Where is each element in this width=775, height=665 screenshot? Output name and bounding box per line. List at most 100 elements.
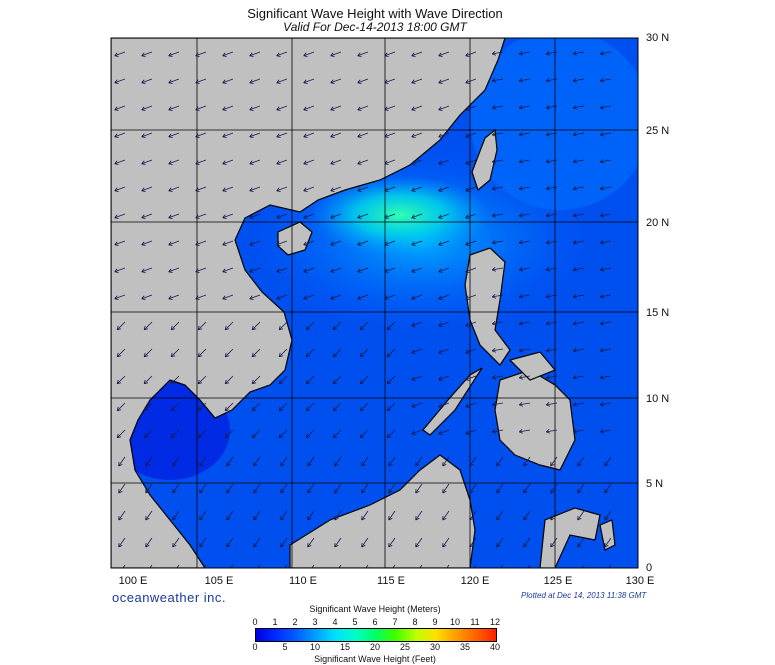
arrow-head: [330, 298, 335, 300]
direction-arrow: [411, 159, 423, 165]
arrow-head: [222, 241, 226, 246]
direction-arrow: [411, 105, 423, 111]
direction-arrow: [554, 564, 558, 568]
arrow-head: [572, 158, 577, 163]
arrow-head: [438, 136, 443, 138]
arrow-head: [330, 214, 334, 219]
direction-arrow: [303, 51, 315, 57]
direction-arrow: [197, 348, 207, 358]
direction-arrow: [361, 483, 369, 494]
arrow-head: [222, 163, 227, 165]
direction-arrow: [114, 186, 126, 192]
arrow-head: [470, 572, 474, 574]
arrow-head: [438, 325, 443, 327]
arrow-head: [330, 244, 335, 246]
arrow-head: [198, 436, 203, 439]
direction-arrow: [253, 483, 261, 494]
arrow-head: [600, 350, 605, 353]
arrow-head: [438, 133, 442, 138]
lat-label: 15 N: [646, 307, 670, 319]
direction-arrow: [330, 240, 342, 246]
arrow-head: [303, 244, 308, 246]
direction-arrow: [600, 402, 612, 406]
arrow-head: [384, 217, 389, 219]
arrow-head: [465, 244, 470, 246]
lat-lon-grid: [111, 38, 638, 568]
arrow-head: [384, 106, 388, 111]
arrow-head: [491, 428, 496, 433]
arrow-head: [168, 52, 172, 57]
arrow-head: [577, 464, 582, 467]
arrow-head: [305, 433, 308, 438]
arrow-head: [141, 79, 145, 84]
arrow-head: [600, 377, 605, 380]
arrow-head: [491, 104, 496, 109]
arrow-head: [496, 464, 501, 467]
arrow-head: [519, 431, 524, 434]
direction-arrow: [303, 105, 315, 111]
direction-arrow: [168, 267, 180, 273]
direction-arrow: [330, 267, 342, 273]
direction-arrow: [311, 564, 315, 568]
direction-arrow: [600, 294, 612, 298]
arrow-head: [114, 214, 118, 219]
direction-arrow: [222, 51, 234, 57]
arrow-head: [303, 163, 308, 165]
arrow-head: [332, 406, 335, 411]
direction-arrow: [357, 78, 369, 84]
arrow-head: [523, 518, 528, 521]
direction-arrow: [280, 510, 288, 521]
direction-arrow: [145, 483, 153, 494]
direction-arrow: [359, 348, 369, 358]
direction-arrow: [469, 456, 477, 467]
direction-arrow: [176, 564, 180, 568]
direction-arrow: [222, 213, 234, 219]
arrow-head: [545, 50, 550, 55]
direction-arrow: [519, 294, 531, 298]
arrow-head: [278, 406, 281, 411]
arrow-head: [305, 352, 308, 357]
arrow-head: [143, 352, 146, 357]
direction-arrow: [473, 564, 477, 568]
direction-arrow: [114, 51, 126, 57]
direction-arrow: [411, 132, 423, 138]
direction-arrow: [573, 375, 585, 379]
direction-arrow: [172, 456, 180, 467]
arrow-head: [600, 161, 605, 164]
arrow-head: [276, 271, 281, 273]
direction-arrow: [496, 456, 504, 467]
arrow-head: [281, 572, 285, 574]
arrow-head: [303, 79, 307, 84]
direction-arrow: [330, 78, 342, 84]
arrow-head: [546, 404, 551, 407]
direction-arrow: [114, 105, 126, 111]
arrow-head: [141, 190, 146, 192]
arrow-head: [222, 187, 226, 192]
direction-arrow: [276, 267, 288, 273]
arrow-head: [387, 328, 392, 331]
legend-meters-tick: 3: [312, 617, 318, 627]
arrow-head: [334, 491, 339, 494]
arrow-head: [195, 133, 199, 138]
direction-arrow: [114, 267, 126, 273]
arrow-head: [222, 244, 227, 246]
direction-arrow: [330, 51, 342, 57]
arrow-head: [411, 214, 415, 219]
arrow-head: [332, 433, 335, 438]
arrow-head: [387, 355, 392, 358]
arrow-head: [276, 109, 281, 111]
direction-arrow: [226, 510, 234, 521]
arrow-head: [438, 82, 443, 84]
arrow-head: [599, 239, 604, 244]
direction-arrow: [168, 78, 180, 84]
arrow-head: [518, 347, 523, 352]
direction-arrow: [523, 537, 531, 548]
arrow-head: [492, 323, 497, 326]
direction-arrow: [118, 510, 126, 521]
arrow-head: [362, 572, 366, 574]
direction-arrow: [411, 267, 423, 273]
arrow-head: [195, 268, 199, 273]
arrow-head: [146, 572, 150, 574]
arrow-head: [276, 55, 281, 57]
arrow-head: [171, 355, 176, 358]
